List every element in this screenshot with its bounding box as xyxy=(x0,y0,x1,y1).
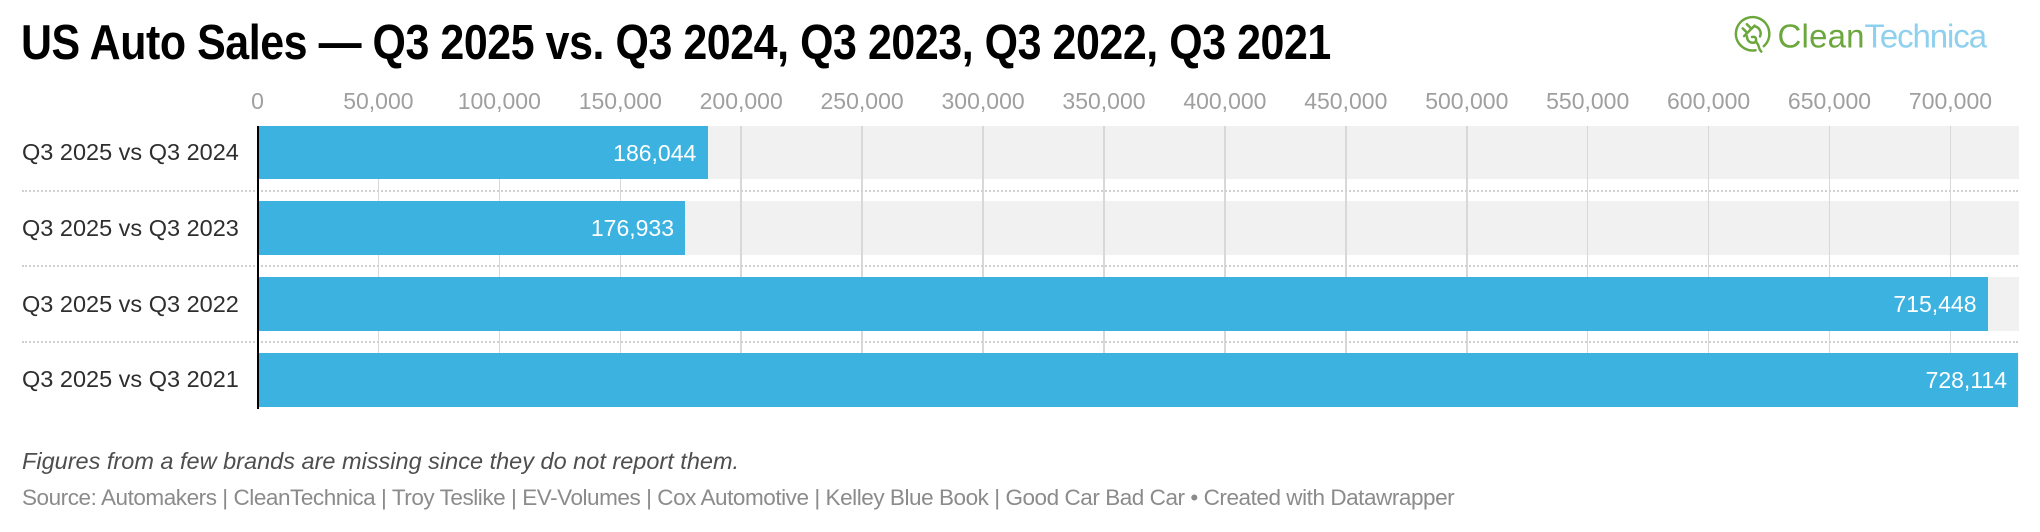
svg-text:Technica: Technica xyxy=(1865,18,1988,55)
svg-text:Clean: Clean xyxy=(1778,18,1865,55)
